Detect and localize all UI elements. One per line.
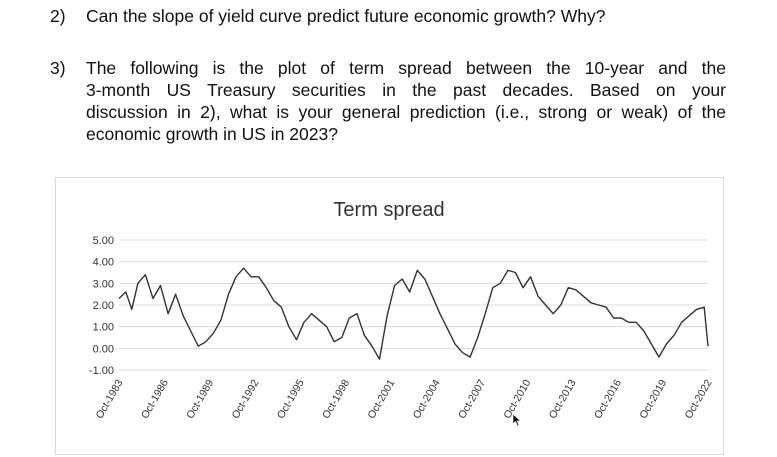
- x-tick-label: Oct-1998: [320, 377, 352, 421]
- x-tick-label: Oct-2016: [592, 377, 624, 421]
- y-tick-label: 2.00: [93, 300, 114, 312]
- y-tick-label: 5.00: [93, 235, 114, 247]
- y-tick-label: 3.00: [93, 278, 114, 290]
- question-2-text: Can the slope of yield curve predict fut…: [86, 6, 606, 26]
- question-3-line: discussion in 2), what is your general p…: [86, 102, 726, 122]
- question-3-line: 3-month US Treasury securities in the pa…: [86, 80, 726, 100]
- question-3-number: 3): [50, 58, 66, 78]
- chart-svg: Term spread -1.00 0.00 1.00 2.00 3.00 4.00 5.0…: [89, 199, 715, 421]
- x-tick-label: Oct-2022: [683, 377, 715, 421]
- y-tick-label: -1.00: [89, 365, 114, 377]
- mouse-cursor-icon: [512, 413, 522, 427]
- question-3-text: The following is the plot of term spread…: [86, 57, 726, 145]
- x-tick-label: Oct-1989: [184, 377, 216, 421]
- question-3-line: The following is the plot of term spread…: [86, 58, 726, 78]
- x-tick-label: Oct-2001: [365, 377, 397, 421]
- chart-title: Term spread: [333, 199, 444, 221]
- x-tick-label: Oct-2013: [547, 377, 579, 421]
- x-tick-label: Oct-1995: [275, 377, 307, 421]
- y-tick-label: 1.00: [93, 322, 114, 334]
- x-tick-label: Oct-2019: [637, 377, 669, 421]
- x-tick-label: Oct-1986: [139, 377, 171, 421]
- question-2-number: 2): [50, 6, 66, 26]
- x-tick-label: Oct-1983: [94, 377, 126, 421]
- term-spread-chart: Term spread -1.00 0.00 1.00 2.00 3.00 4.00 5.0…: [55, 177, 724, 455]
- x-tick-label: Oct-2007: [456, 377, 488, 421]
- term-spread-line: [118, 267, 709, 360]
- x-tick-label: Oct-1992: [230, 377, 262, 421]
- y-tick-label: 0.00: [93, 343, 114, 355]
- x-tick-label: Oct-2004: [411, 377, 443, 421]
- y-tick-label: 4.00: [93, 257, 114, 269]
- question-3-line: economic growth in US in 2023?: [86, 124, 338, 144]
